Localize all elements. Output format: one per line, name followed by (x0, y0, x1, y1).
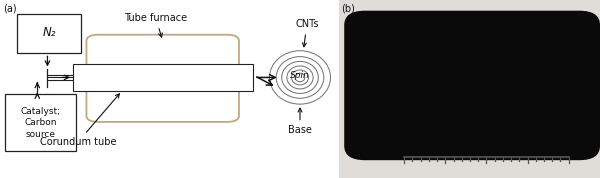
Text: Catalyst;
Carbon
source: Catalyst; Carbon source (20, 106, 61, 139)
Text: CNTs: CNTs (295, 19, 319, 47)
Text: Tube furnace: Tube furnace (124, 13, 188, 37)
Text: Corundum tube: Corundum tube (40, 94, 119, 147)
FancyBboxPatch shape (344, 11, 600, 160)
Text: Base: Base (288, 108, 312, 135)
Polygon shape (368, 14, 584, 140)
Bar (73, 64, 253, 91)
Text: (a): (a) (4, 4, 17, 14)
Bar (17, 14, 82, 53)
FancyBboxPatch shape (86, 35, 239, 122)
Bar (5, 94, 76, 151)
Text: Spin: Spin (290, 71, 310, 80)
Text: (b): (b) (341, 4, 355, 14)
Text: N₂: N₂ (43, 25, 56, 39)
